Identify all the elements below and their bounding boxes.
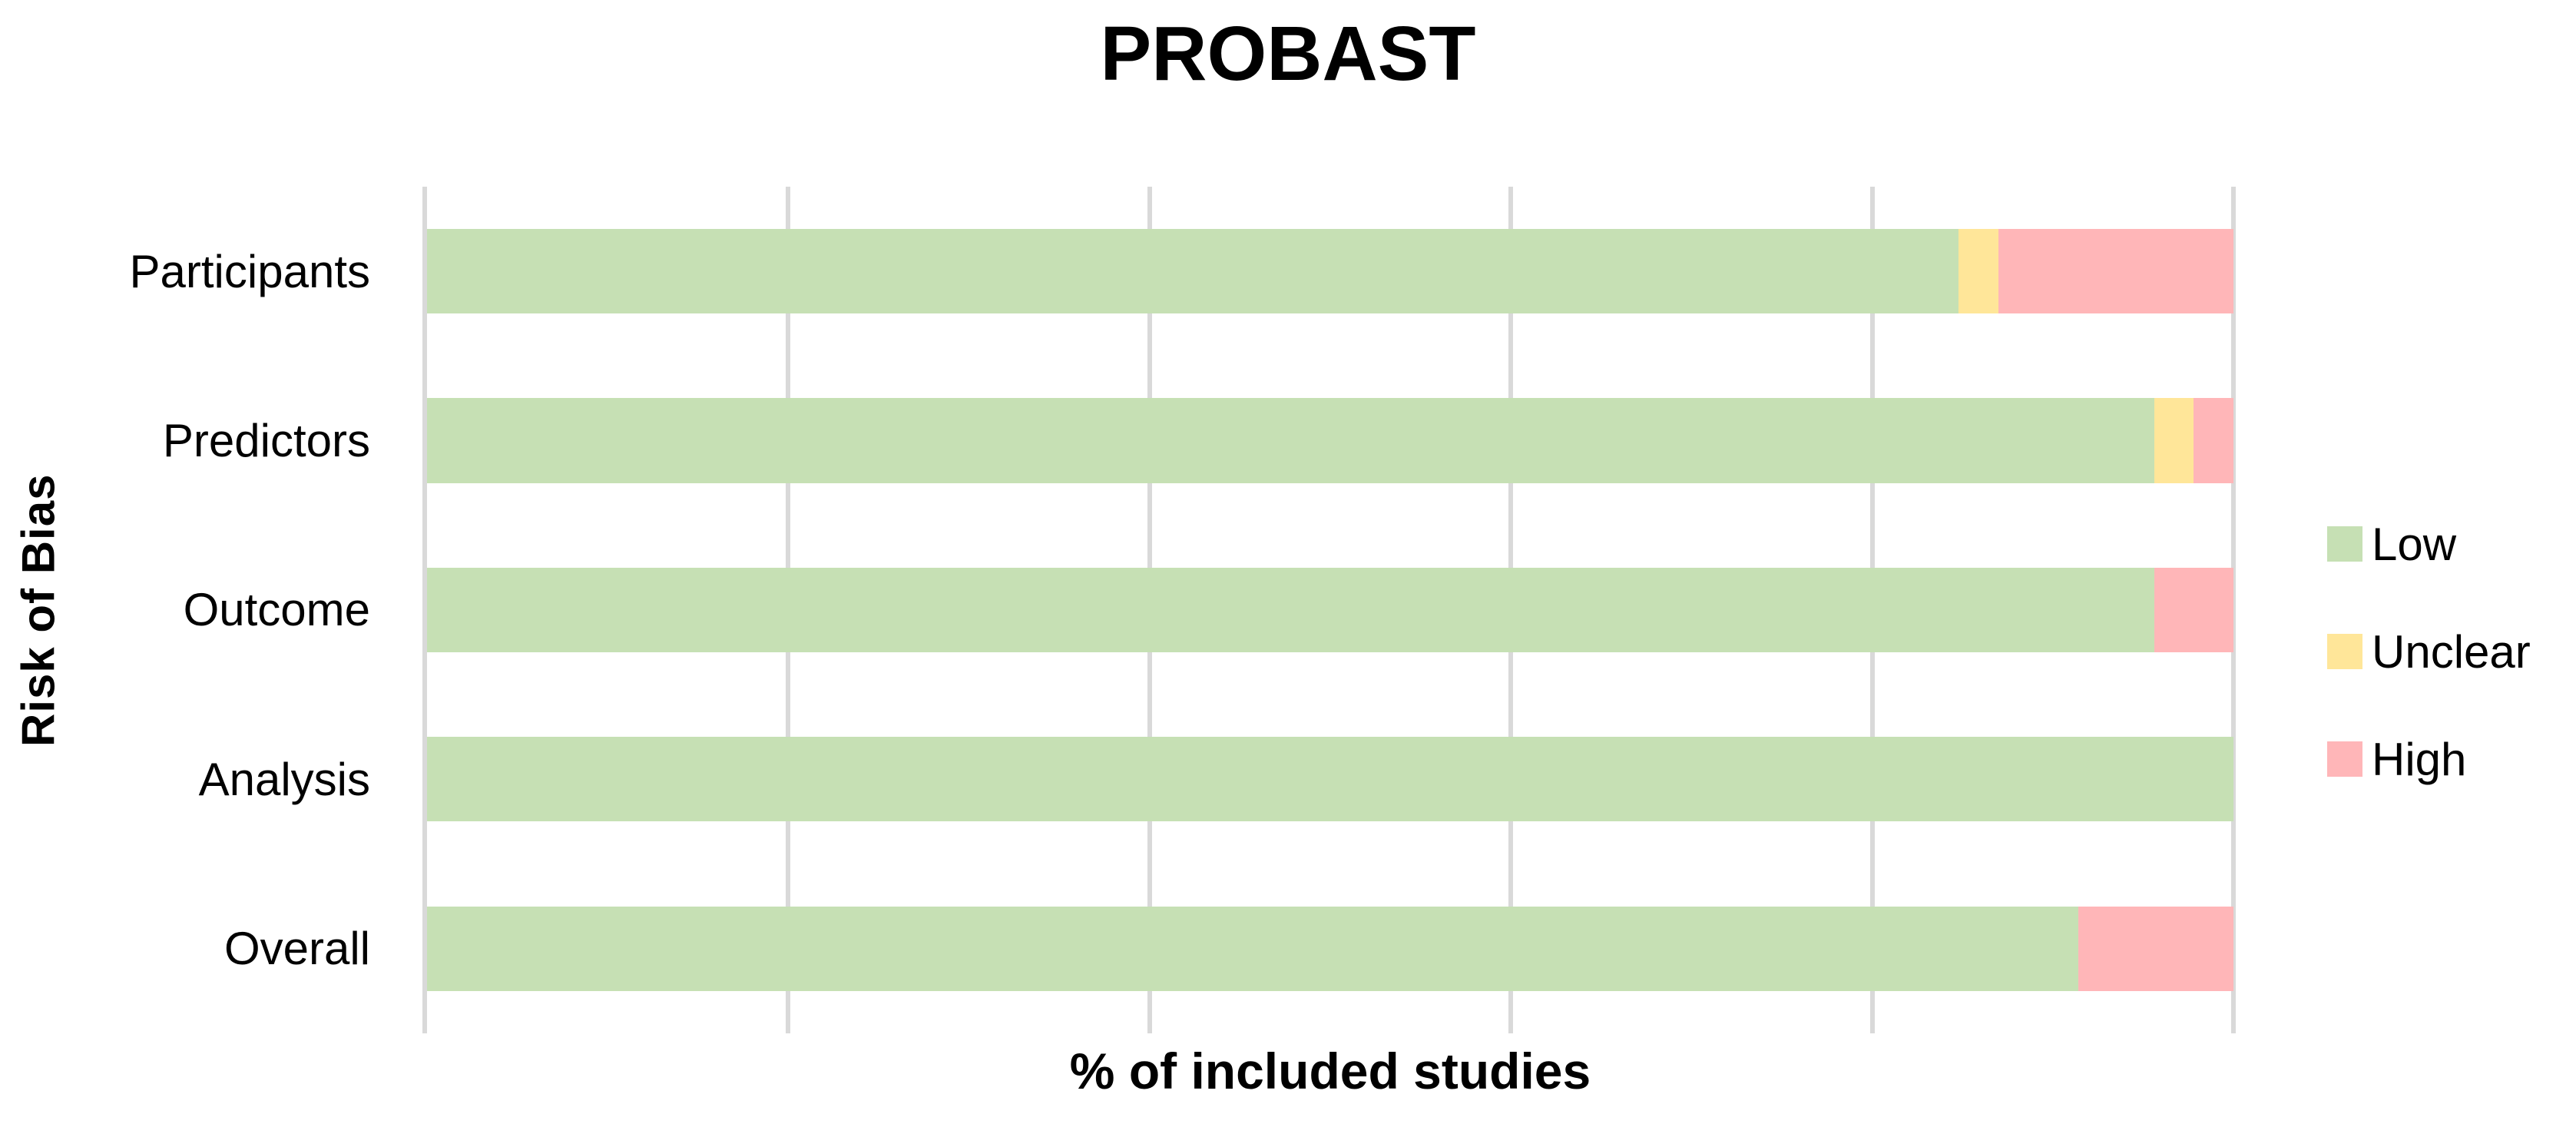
category-label-outcome: Outcome <box>183 584 370 636</box>
stacked-bar-analysis <box>427 737 2233 822</box>
stacked-bar-predictors <box>427 398 2233 483</box>
legend-item-unclear: Unclear <box>2327 624 2531 679</box>
bar-row-overall <box>427 864 2233 1033</box>
bar-segment-high <box>2078 906 2233 991</box>
legend-label-low: Low <box>2372 518 2457 570</box>
legend: Low Unclear High <box>2327 516 2531 787</box>
legend-swatch-low <box>2327 526 2362 562</box>
legend-label-high: High <box>2372 733 2467 785</box>
category-label-participants: Participants <box>129 245 370 297</box>
bar-segment-high <box>2194 398 2233 483</box>
x-axis-title: % of included studies <box>1069 1043 1591 1099</box>
bar-segment-low <box>427 737 2233 822</box>
bar-row-outcome <box>427 526 2233 695</box>
bar-segment-unclear <box>2154 398 2194 483</box>
gridline-100 <box>2231 187 2236 1033</box>
bar-segment-high <box>2154 567 2233 653</box>
bar-segment-unclear <box>1958 229 1999 314</box>
bar-segment-low <box>427 229 1959 314</box>
bar-segment-low <box>427 398 2154 483</box>
bar-segment-low <box>427 906 2078 991</box>
bar-row-predictors <box>427 356 2233 525</box>
bar-row-participants <box>427 187 2233 356</box>
legend-swatch-high <box>2327 741 2362 777</box>
legend-item-low: Low <box>2327 516 2531 572</box>
category-label-overall: Overall <box>223 923 370 975</box>
legend-swatch-unclear <box>2327 634 2362 669</box>
stacked-bar-overall <box>427 906 2233 991</box>
legend-item-high: High <box>2327 731 2531 787</box>
bar-row-analysis <box>427 695 2233 864</box>
chart-title: PROBAST <box>1100 11 1476 97</box>
bar-segment-low <box>427 567 2154 653</box>
category-label-analysis: Analysis <box>198 753 370 805</box>
plot-area <box>422 187 2236 1033</box>
bar-segment-high <box>1998 229 2233 314</box>
category-label-predictors: Predictors <box>162 415 370 467</box>
stacked-bar-outcome <box>427 567 2233 653</box>
gridline-0 <box>422 187 427 1033</box>
stacked-bar-participants <box>427 229 2233 314</box>
category-labels: Participants Predictors Outcome Analysis Ove… <box>0 187 399 1033</box>
legend-label-unclear: Unclear <box>2372 625 2531 678</box>
